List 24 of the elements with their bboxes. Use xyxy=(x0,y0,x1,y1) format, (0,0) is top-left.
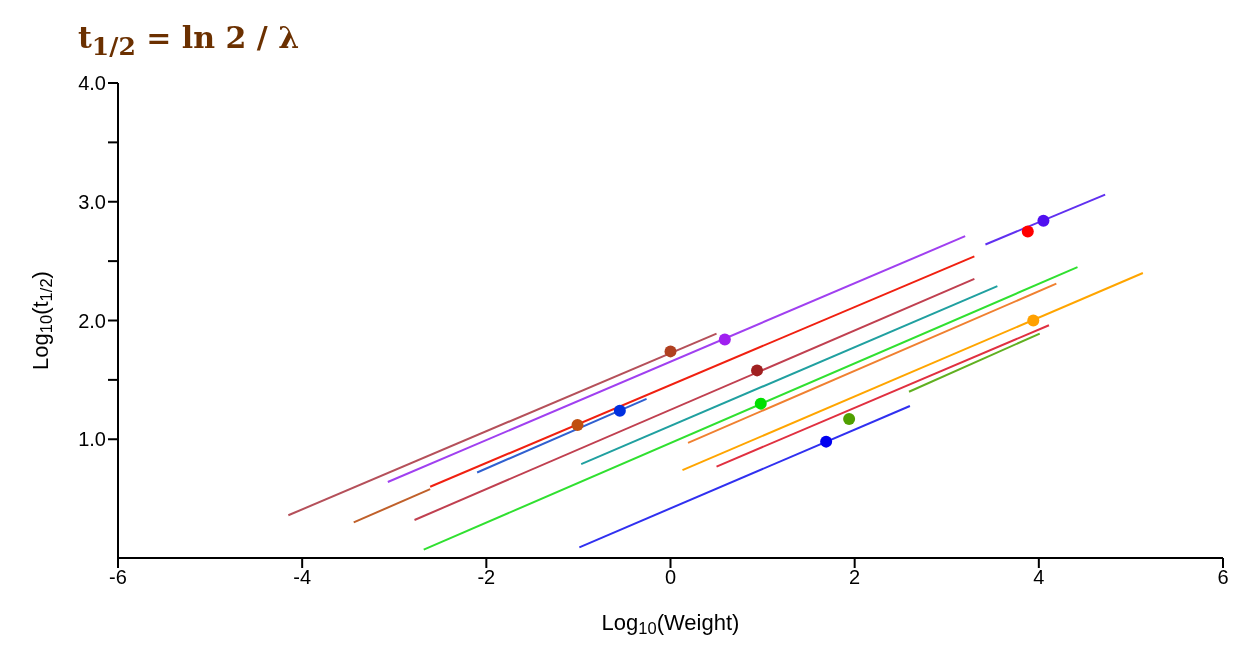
text: t$_{1/2}$ = ln 2 / λ xyxy=(78,19,300,63)
point xyxy=(843,413,856,426)
point xyxy=(820,435,833,448)
point xyxy=(751,364,764,377)
y-tick-label: 1.0 xyxy=(78,428,106,451)
x-tick-label: 6 xyxy=(1217,566,1229,589)
point xyxy=(718,333,731,346)
x-tick-label: -2 xyxy=(477,566,496,589)
x-tick-label: -6 xyxy=(109,566,127,589)
x-tick-label: 0 xyxy=(664,566,677,589)
point xyxy=(1021,225,1034,238)
point xyxy=(1037,214,1050,227)
x-tick-label: 4 xyxy=(1033,566,1045,589)
y-tick-label: 2.0 xyxy=(78,309,106,332)
x-tick-label: -4 xyxy=(293,566,312,589)
point xyxy=(571,419,584,431)
y-tick-label: 3.0 xyxy=(78,190,106,213)
point xyxy=(754,397,767,410)
point xyxy=(664,345,677,358)
point xyxy=(613,404,626,417)
y-tick-label: 4.0 xyxy=(78,72,106,95)
x-axis-title: Log$_{10}$(Weight) xyxy=(601,610,740,638)
point xyxy=(1027,314,1040,327)
x-tick-label: 2 xyxy=(849,566,861,589)
